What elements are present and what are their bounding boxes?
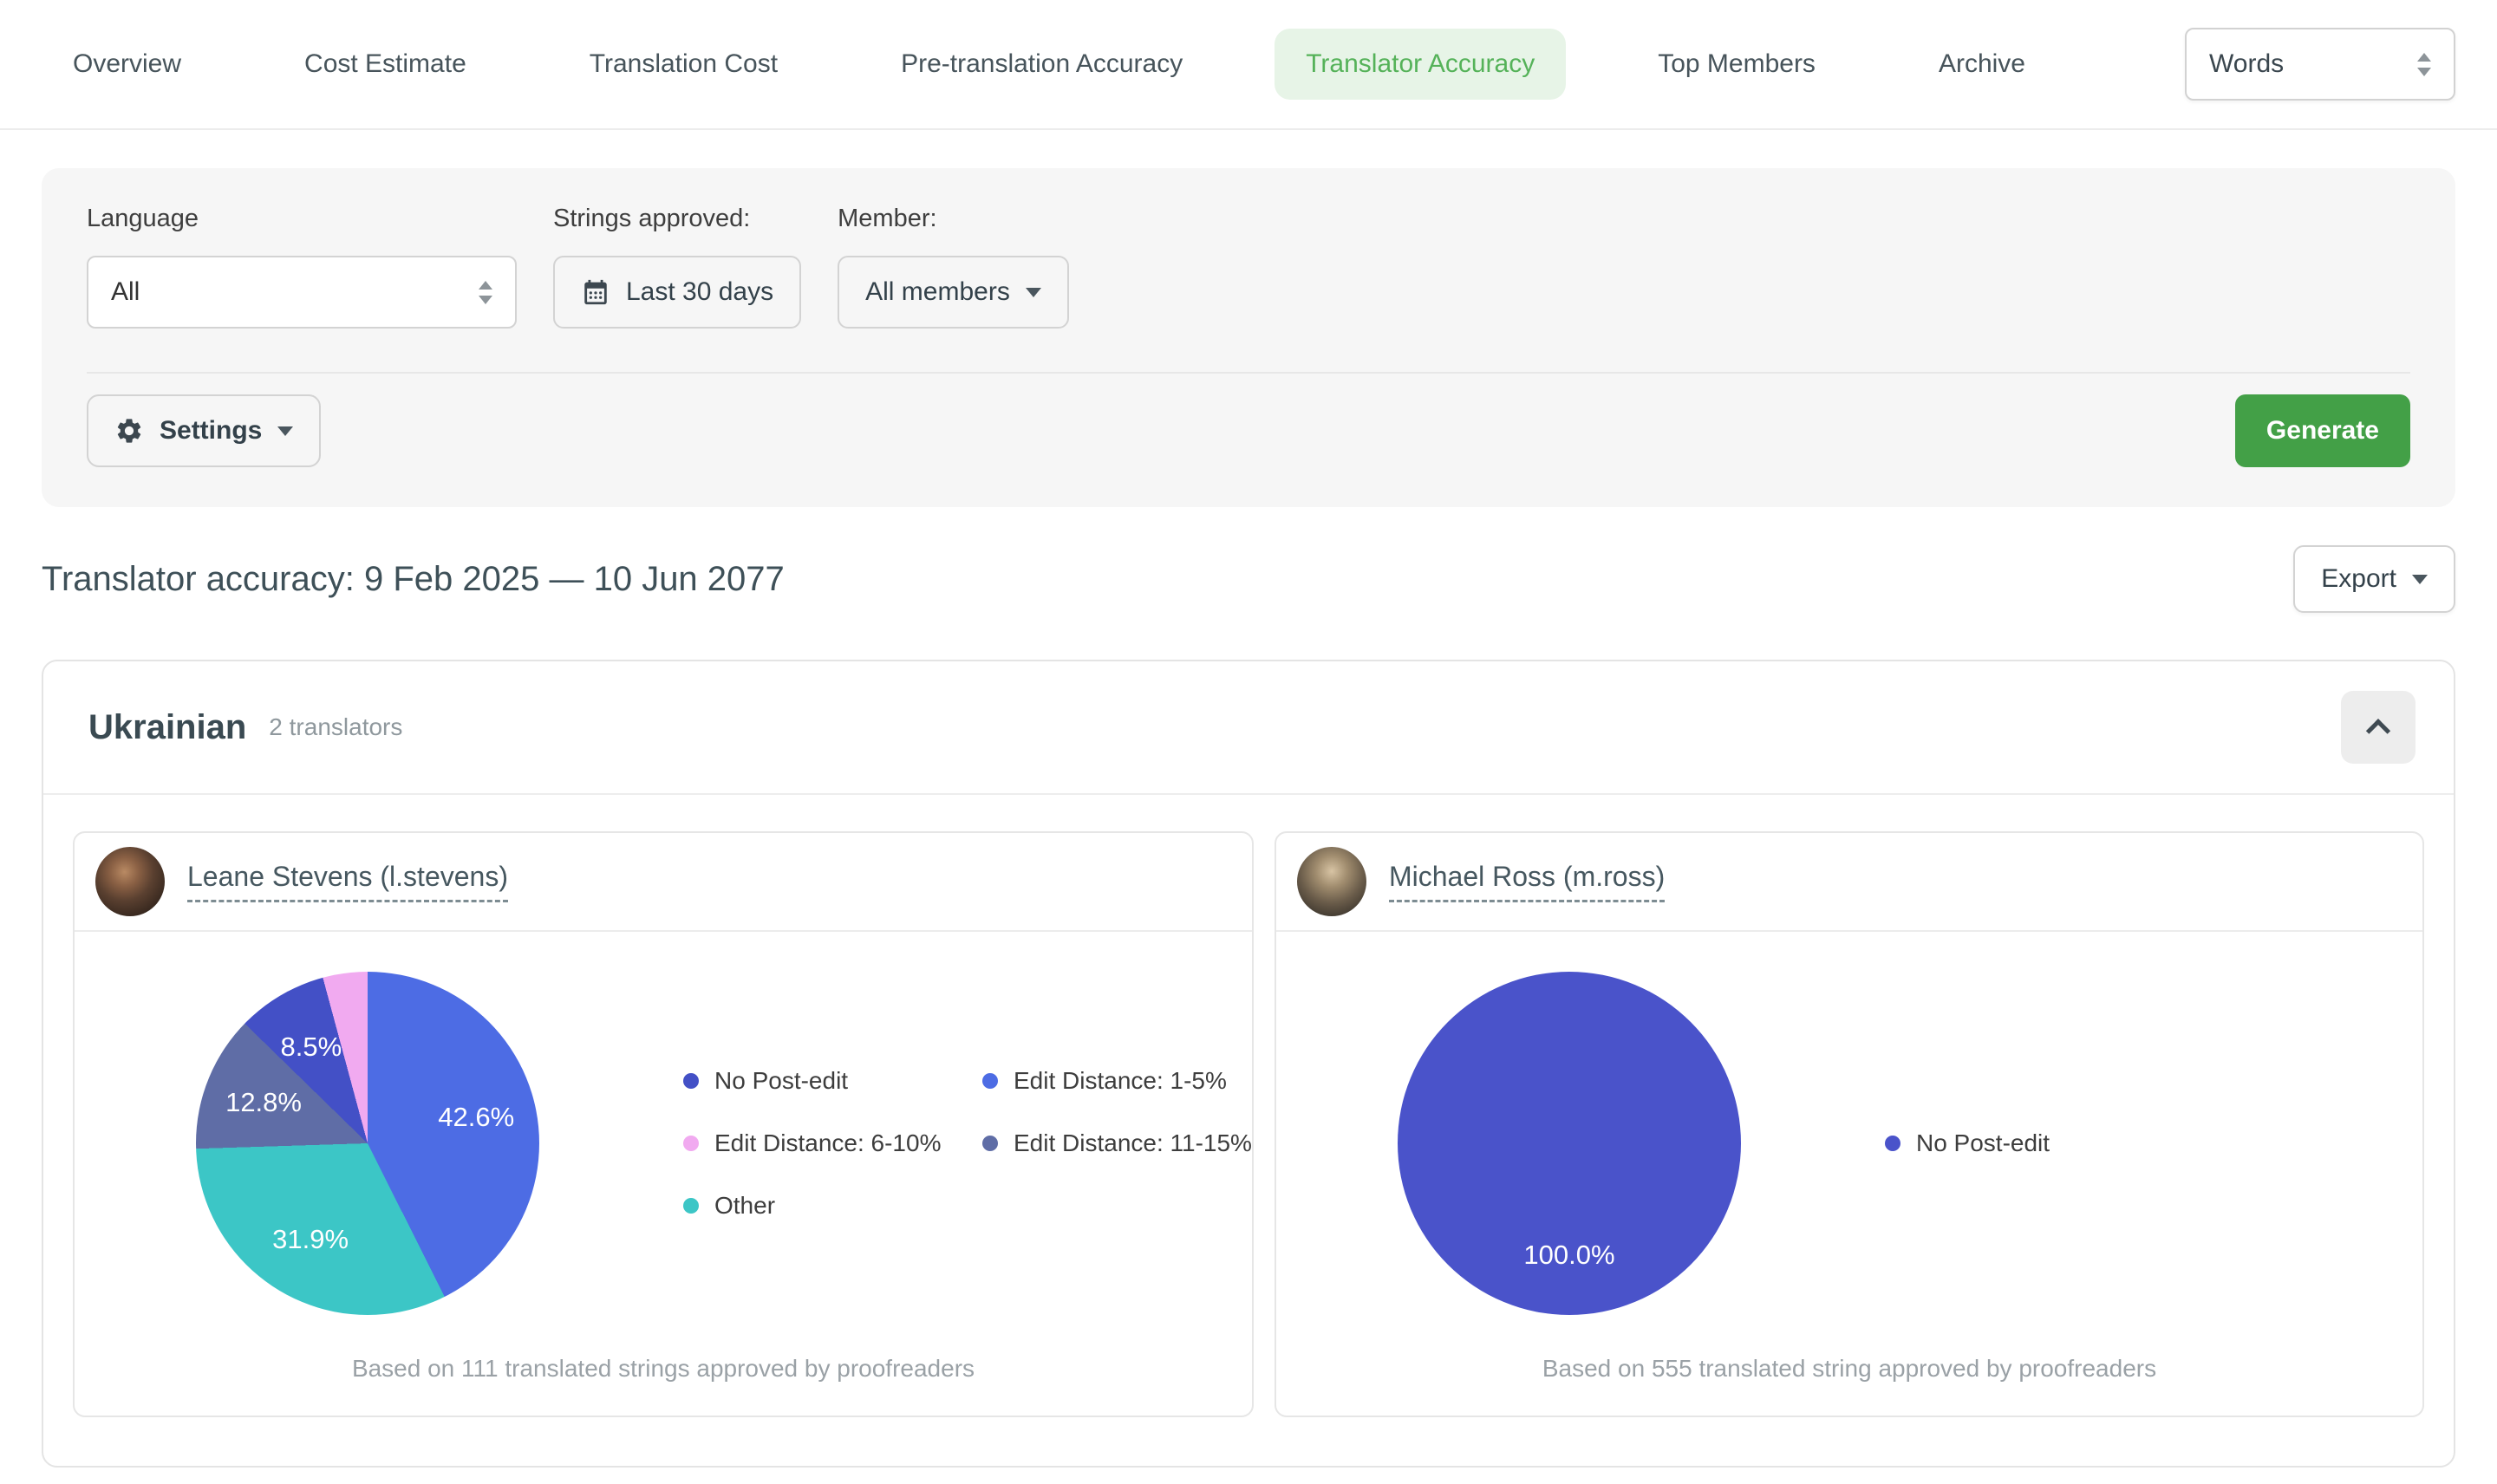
filters-divider — [87, 372, 2410, 374]
legend-label: Other — [714, 1192, 776, 1219]
member-label: Member: — [838, 205, 937, 232]
chart-caption: Based on 111 translated strings approved… — [351, 1355, 975, 1382]
tab-top-members[interactable]: Top Members — [1627, 29, 1847, 100]
pie-slice-label: 31.9% — [272, 1223, 349, 1254]
legend-label: No Post-edit — [714, 1067, 849, 1094]
translator-card-header: Michael Ross (m.ross) — [1275, 833, 2422, 932]
tab-archive[interactable]: Archive — [1907, 29, 2057, 100]
translator-card-body: 42.6% 31.9% 12.8% 8.5% No Post-edit Edit Dis… — [75, 932, 1252, 1355]
date-range-button[interactable]: Last 30 days — [553, 256, 802, 329]
legend-item[interactable]: Other — [683, 1192, 982, 1220]
language-name: Ukrainian — [88, 707, 247, 746]
select-arrows-icon — [2417, 52, 2431, 76]
translator-name-link[interactable]: Leane Stevens (l.stevens) — [187, 861, 508, 902]
translator-card-body: 100.0% No Post-edit — [1276, 932, 2422, 1355]
chart-caption: Based on 555 translated string approved … — [1542, 1355, 2157, 1382]
legend-color-dot — [683, 1136, 699, 1151]
language-select[interactable]: All — [87, 256, 517, 329]
legend-color-dot — [683, 1073, 699, 1089]
legend-label: Edit Distance: 1-5% — [1014, 1067, 1227, 1094]
strings-approved-filter-group: Strings approved: Last 30 days — [553, 205, 802, 329]
language-section-header: Ukrainian 2 translators — [43, 661, 2454, 795]
member-dropdown[interactable]: All members — [838, 256, 1069, 329]
settings-button[interactable]: Settings — [87, 394, 322, 467]
unit-select-value: Words — [2209, 49, 2285, 78]
pie-legend: No Post-edit — [1884, 1129, 2184, 1157]
settings-button-label: Settings — [160, 416, 263, 445]
translator-card: Michael Ross (m.ross) 100.0% No Post-edi… — [1274, 831, 2424, 1417]
legend-item[interactable]: Edit Distance: 1-5% — [982, 1067, 1252, 1095]
legend-item[interactable]: Edit Distance: 11-15% — [982, 1129, 1252, 1157]
export-button-label: Export — [2321, 564, 2396, 593]
translator-card: Leane Stevens (l.stevens) 42.6% 31.9% 12.8… — [73, 831, 1254, 1417]
member-dropdown-value: All members — [865, 277, 1010, 306]
tab-pre-translation-accuracy[interactable]: Pre-translation Accuracy — [870, 29, 1214, 100]
avatar — [1296, 847, 1366, 916]
caret-down-icon — [2412, 574, 2428, 584]
language-filter-group: Language All — [87, 205, 517, 329]
pie-slice-label: 100.0% — [1523, 1239, 1615, 1270]
legend-label: Edit Distance: 6-10% — [714, 1129, 942, 1156]
chevron-up-icon — [2365, 719, 2391, 744]
legend-color-dot — [683, 1198, 699, 1214]
select-arrows-icon — [479, 280, 492, 304]
legend-item[interactable]: No Post-edit — [683, 1067, 982, 1095]
legend-label: No Post-edit — [1915, 1129, 2050, 1156]
generate-button[interactable]: Generate — [2234, 394, 2410, 467]
strings-approved-label: Strings approved: — [553, 205, 751, 232]
legend-color-dot — [982, 1073, 998, 1089]
language-section-ukrainian: Ukrainian 2 translators Leane Stevens (l… — [42, 660, 2455, 1468]
pie-chart[interactable]: 100.0% — [1397, 972, 1741, 1315]
report-tabs: Overview Cost Estimate Translation Cost … — [0, 0, 2497, 130]
report-title: Translator accuracy: 9 Feb 2025 — 10 Jun… — [42, 559, 785, 598]
caret-down-icon — [277, 426, 294, 436]
legend-item[interactable]: Edit Distance: 6-10% — [683, 1129, 982, 1157]
report-header: Translator accuracy: 9 Feb 2025 — 10 Jun… — [42, 545, 2455, 613]
translator-name-link[interactable]: Michael Ross (m.ross) — [1388, 861, 1666, 902]
pie-slice-label: 8.5% — [280, 1032, 342, 1063]
pie-legend: No Post-edit Edit Distance: 1-5% Edit Dist… — [683, 1067, 1252, 1220]
legend-item[interactable]: No Post-edit — [1884, 1129, 2184, 1157]
language-label: Language — [87, 205, 199, 232]
member-filter-group: Member: All members — [838, 205, 1069, 329]
translator-card-header: Leane Stevens (l.stevens) — [75, 833, 1252, 932]
legend-color-dot — [982, 1136, 998, 1151]
pie-slice-label: 42.6% — [438, 1102, 515, 1133]
tab-cost-estimate[interactable]: Cost Estimate — [273, 29, 498, 100]
tab-overview[interactable]: Overview — [42, 29, 212, 100]
language-select-value: All — [111, 277, 140, 306]
pie-slice-label: 12.8% — [225, 1087, 302, 1118]
calendar-icon — [584, 279, 607, 305]
date-range-value: Last 30 days — [626, 277, 774, 306]
legend-color-dot — [1884, 1136, 1900, 1151]
tab-translator-accuracy[interactable]: Translator Accuracy — [1275, 29, 1567, 100]
report-filters-panel: Language All Strings approved: Last 30 d… — [42, 168, 2455, 507]
caret-down-icon — [1025, 287, 1041, 297]
translator-cards: Leane Stevens (l.stevens) 42.6% 31.9% 12.8… — [43, 795, 2454, 1466]
pie-chart[interactable]: 42.6% 31.9% 12.8% 8.5% — [196, 972, 539, 1315]
export-button[interactable]: Export — [2293, 545, 2455, 613]
tab-translation-cost[interactable]: Translation Cost — [558, 29, 809, 100]
avatar — [95, 847, 165, 916]
legend-label: Edit Distance: 11-15% — [1014, 1129, 1252, 1156]
collapse-section-button[interactable] — [2341, 691, 2416, 764]
gear-icon — [117, 419, 141, 443]
translators-count: 2 translators — [269, 713, 403, 740]
unit-select[interactable]: Words — [2185, 28, 2455, 101]
